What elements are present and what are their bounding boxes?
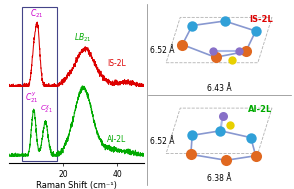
Text: $LB_{21}$: $LB_{21}$ [74,32,92,44]
Text: AI-2L: AI-2L [107,135,127,144]
Text: 6.52 Å: 6.52 Å [150,46,174,55]
Text: 6.43 Å: 6.43 Å [207,84,231,93]
Text: AI-2L: AI-2L [248,105,273,114]
Bar [22,7,57,161]
Text: IS-2L: IS-2L [108,59,126,68]
Text: $C_{21}$: $C_{21}$ [30,8,44,20]
Text: IS-2L: IS-2L [249,15,273,24]
X-axis label: Raman Shift (cm⁻¹): Raman Shift (cm⁻¹) [36,180,117,189]
Text: $C_{21}^{x}$: $C_{21}^{x}$ [40,104,52,116]
Text: 6.52 Å: 6.52 Å [150,137,174,146]
Text: 6.38 Å: 6.38 Å [207,174,231,183]
Text: $C_{21}^{y}$: $C_{21}^{y}$ [25,90,39,105]
